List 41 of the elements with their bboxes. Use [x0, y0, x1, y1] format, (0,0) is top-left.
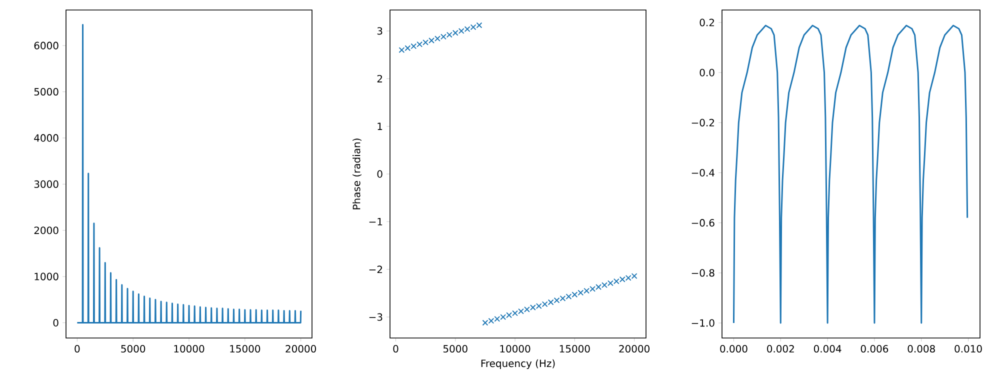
- y-tick-label: 4000: [34, 134, 58, 142]
- y-tick-label: 0: [377, 170, 382, 178]
- x-tick-label: 10000: [500, 345, 530, 353]
- y-tick-label: 0: [53, 318, 58, 327]
- x-tick-label: 5000: [443, 345, 468, 353]
- x-tick-label: 0.000: [720, 345, 748, 353]
- x-tick-label: 5000: [121, 345, 146, 353]
- x-tick-label: 0.008: [908, 345, 935, 353]
- y-tick-label: −1: [369, 218, 382, 226]
- y-tick-label: 1: [378, 122, 382, 130]
- x-tick-label: 20000: [619, 345, 650, 353]
- y-tick-label: 3: [377, 27, 382, 35]
- y-tick-label: −0.4: [692, 168, 714, 177]
- y-tick-label: 2000: [34, 226, 58, 234]
- line-series: [732, 24, 968, 324]
- x-axis-title: Frequency (Hz): [481, 359, 555, 370]
- y-tick-label: 1000: [34, 272, 58, 280]
- y-tick-label: 0.2: [700, 18, 714, 26]
- x-tick-label: 0.004: [814, 345, 842, 353]
- x-tick-label: 0: [74, 345, 80, 353]
- y-tick-label: 3000: [34, 180, 58, 188]
- x-tick-label: 15000: [560, 345, 590, 353]
- x-tick-label: 0: [393, 345, 398, 353]
- x-tick-label: 0.010: [954, 345, 982, 353]
- y-axis-title: Phase (radian): [352, 138, 362, 210]
- x-tick-label: 0.006: [860, 345, 888, 353]
- y-tick-label: 6000: [34, 42, 58, 50]
- line-series: [76, 24, 302, 324]
- x-tick-label: 15000: [230, 345, 260, 353]
- y-tick-label: −3: [369, 313, 382, 321]
- x-tick-label: 20000: [286, 345, 316, 353]
- y-tick-label: −0.8: [692, 269, 714, 277]
- y-tick-label: −2: [369, 266, 382, 274]
- y-tick-label: −1.0: [692, 319, 714, 327]
- x-tick-label: 10000: [174, 345, 204, 353]
- y-tick-label: −0.6: [692, 219, 714, 227]
- y-tick-label: 5000: [34, 88, 58, 96]
- y-tick-label: 0.0: [700, 68, 714, 76]
- y-tick-label: 2: [377, 74, 382, 82]
- y-tick-label: −0.2: [692, 118, 714, 126]
- x-tick-label: 0.002: [767, 345, 794, 353]
